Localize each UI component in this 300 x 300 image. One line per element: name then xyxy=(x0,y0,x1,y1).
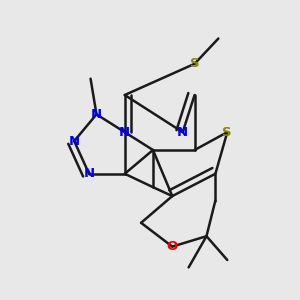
Text: O: O xyxy=(167,240,178,253)
Text: N: N xyxy=(177,126,188,139)
Text: N: N xyxy=(69,135,80,148)
Text: S: S xyxy=(190,57,200,70)
Text: N: N xyxy=(83,167,94,180)
Text: N: N xyxy=(91,108,102,121)
Text: N: N xyxy=(119,126,130,139)
Text: S: S xyxy=(223,126,232,139)
